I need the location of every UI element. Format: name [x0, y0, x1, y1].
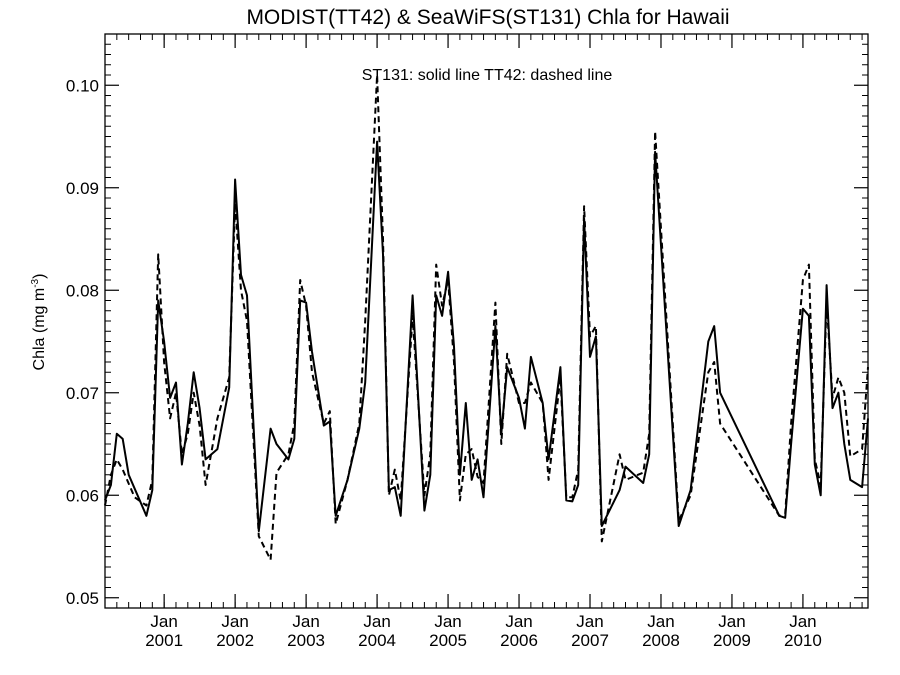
x-tick-year: 2002 — [216, 631, 254, 650]
y-axis-label-exponent: -3 — [30, 278, 41, 287]
y-tick-label: 0.09 — [66, 179, 99, 198]
x-tick-month: Jan — [150, 612, 177, 631]
x-tick-month: Jan — [789, 612, 816, 631]
x-tick-month: Jan — [718, 612, 745, 631]
y-tick-label: 0.08 — [66, 281, 99, 300]
x-tick-month: Jan — [576, 612, 603, 631]
x-tick-year: 2005 — [429, 631, 467, 650]
x-tick-year: 2003 — [287, 631, 325, 650]
x-tick-month: Jan — [505, 612, 532, 631]
x-tick-year: 2006 — [500, 631, 538, 650]
y-tick-label: 0.07 — [66, 384, 99, 403]
x-tick-month: Jan — [647, 612, 674, 631]
x-tick-year: 2009 — [713, 631, 751, 650]
plot-frame — [104, 33, 869, 609]
series-layer — [104, 74, 869, 561]
y-tick-label: 0.10 — [66, 76, 99, 95]
x-tick-month: Jan — [434, 612, 461, 631]
x-tick-month: Jan — [221, 612, 248, 631]
x-tick-month: Jan — [363, 612, 390, 631]
y-axis-label-close: ) — [31, 274, 48, 279]
y-tick-label: 0.06 — [66, 486, 99, 505]
axis-ticks: 0.050.060.070.080.090.10Jan2001Jan2002Ja… — [66, 33, 868, 650]
y-axis-label: Chla (mg m-3) — [30, 274, 48, 371]
x-tick-month: Jan — [292, 612, 319, 631]
x-tick-year: 2008 — [642, 631, 680, 650]
x-tick-year: 2010 — [784, 631, 822, 650]
y-axis-label-main: Chla (mg m — [31, 288, 48, 371]
x-tick-year: 2004 — [358, 631, 396, 650]
x-tick-year: 2001 — [145, 631, 183, 650]
legend-annotation: ST131: solid line TT42: dashed line — [362, 67, 613, 84]
x-tick-year: 2007 — [571, 631, 609, 650]
chart-title: MODIST(TT42) & SeaWiFS(ST131) Chla for H… — [246, 6, 729, 29]
y-tick-label: 0.05 — [66, 589, 99, 608]
series-tt42-line — [104, 74, 869, 561]
series-st131-line — [104, 140, 869, 533]
